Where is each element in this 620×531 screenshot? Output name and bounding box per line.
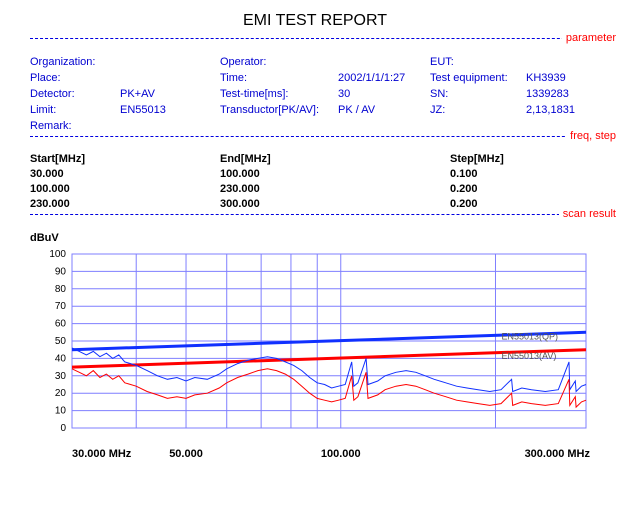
freq-row: 100.000230.0000.200 — [30, 182, 600, 197]
freq-cell: 100.000 — [30, 182, 220, 197]
svg-text:60: 60 — [55, 319, 67, 330]
chart-svg: 0 10 20 30 40 50 60 70 80 90 100 EN55013(QP) EN55013… — [30, 248, 590, 434]
param-value — [338, 54, 428, 70]
svg-text:80: 80 — [55, 284, 67, 295]
param-label: Limit: — [30, 102, 120, 118]
param-label: Organization: — [30, 54, 120, 70]
svg-text:20: 20 — [55, 388, 67, 399]
param-value: 2002/1/1/1:27 — [338, 70, 428, 86]
param-value — [338, 118, 428, 134]
param-value: EN55013 — [120, 102, 210, 118]
scan-chart: 0 10 20 30 40 50 60 70 80 90 100 EN55013(QP) EN55013… — [30, 248, 590, 462]
y-axis-unit: dBuV — [30, 232, 600, 244]
param-row: Remark: — [30, 118, 600, 134]
param-label: Test-time[ms]: — [220, 86, 338, 102]
param-value — [120, 54, 210, 70]
freq-table: Start[MHz]End[MHz]Step[MHz]30.000100.000… — [30, 152, 600, 212]
param-value: 2,13,1831 — [526, 102, 600, 118]
x-tick-label: 50.000 — [169, 448, 203, 460]
divider — [30, 136, 600, 137]
param-label: Detector: — [30, 86, 120, 102]
param-value — [120, 70, 210, 86]
param-label: EUT: — [430, 54, 526, 70]
param-label: Place: — [30, 70, 120, 86]
divider — [30, 214, 600, 215]
param-value: PK / AV — [338, 102, 428, 118]
svg-text:30: 30 — [55, 371, 67, 382]
param-value: 30 — [338, 86, 428, 102]
report-title: EMI TEST REPORT — [30, 12, 600, 30]
freq-cell: 0.100 — [450, 167, 600, 182]
freq-header-row: Start[MHz]End[MHz]Step[MHz] — [30, 152, 600, 167]
param-value — [526, 54, 600, 70]
svg-text:40: 40 — [55, 353, 67, 364]
param-label: SN: — [430, 86, 526, 102]
freq-header: Start[MHz] — [30, 152, 220, 167]
svg-text:70: 70 — [55, 301, 67, 312]
section-tag-freq: freq, step — [566, 130, 616, 142]
freq-header: Step[MHz] — [450, 152, 600, 167]
param-label: Test equipment: — [430, 70, 526, 86]
param-label: JZ: — [430, 102, 526, 118]
param-value: KH3939 — [526, 70, 600, 86]
x-tick-label: 100.000 — [321, 448, 361, 460]
param-value: 1339283 — [526, 86, 600, 102]
x-axis-labels: 30.000 MHz 50.000 100.000 300.000 MHz — [30, 434, 590, 462]
svg-text:90: 90 — [55, 266, 67, 277]
param-row: Detector:PK+AV Test-time[ms]:30SN:1339283 — [30, 86, 600, 102]
limit-label: EN55013(AV) — [501, 351, 556, 361]
freq-row: 30.000100.0000.100 — [30, 167, 600, 182]
param-label: Remark: — [30, 118, 120, 134]
svg-text:50: 50 — [55, 336, 67, 347]
param-label: Time: — [220, 70, 338, 86]
svg-text:10: 10 — [55, 406, 67, 417]
freq-cell: 230.000 — [220, 182, 450, 197]
param-label — [430, 118, 526, 134]
divider — [30, 38, 600, 39]
param-label: Operator: — [220, 54, 338, 70]
svg-text:0: 0 — [60, 423, 66, 434]
param-value — [120, 118, 210, 134]
freq-cell: 300.000 — [220, 197, 450, 212]
section-tag-scan: scan result — [559, 208, 616, 220]
freq-cell: 30.000 — [30, 167, 220, 182]
param-row: Limit:EN55013 Transductor[PK/AV]:PK / AVJ… — [30, 102, 600, 118]
param-row: Place: Time:2002/1/1/1:27Test equipment:K… — [30, 70, 600, 86]
freq-cell: 0.200 — [450, 182, 600, 197]
param-value: PK+AV — [120, 86, 210, 102]
freq-cell: 100.000 — [220, 167, 450, 182]
svg-text:100: 100 — [49, 249, 66, 260]
limit-label: EN55013(QP) — [501, 331, 558, 341]
param-row: Organization: Operator: EUT: — [30, 54, 600, 70]
param-label — [220, 118, 338, 134]
x-tick-label: 300.000 MHz — [525, 448, 590, 460]
section-tag-parameter: parameter — [562, 32, 616, 44]
param-label: Transductor[PK/AV]: — [220, 102, 338, 118]
freq-row: 230.000300.0000.200 — [30, 197, 600, 212]
freq-header: End[MHz] — [220, 152, 450, 167]
parameter-block: Organization: Operator: EUT: Place: Time:200… — [30, 54, 600, 134]
freq-cell: 230.000 — [30, 197, 220, 212]
x-tick-label: 30.000 MHz — [72, 448, 131, 460]
